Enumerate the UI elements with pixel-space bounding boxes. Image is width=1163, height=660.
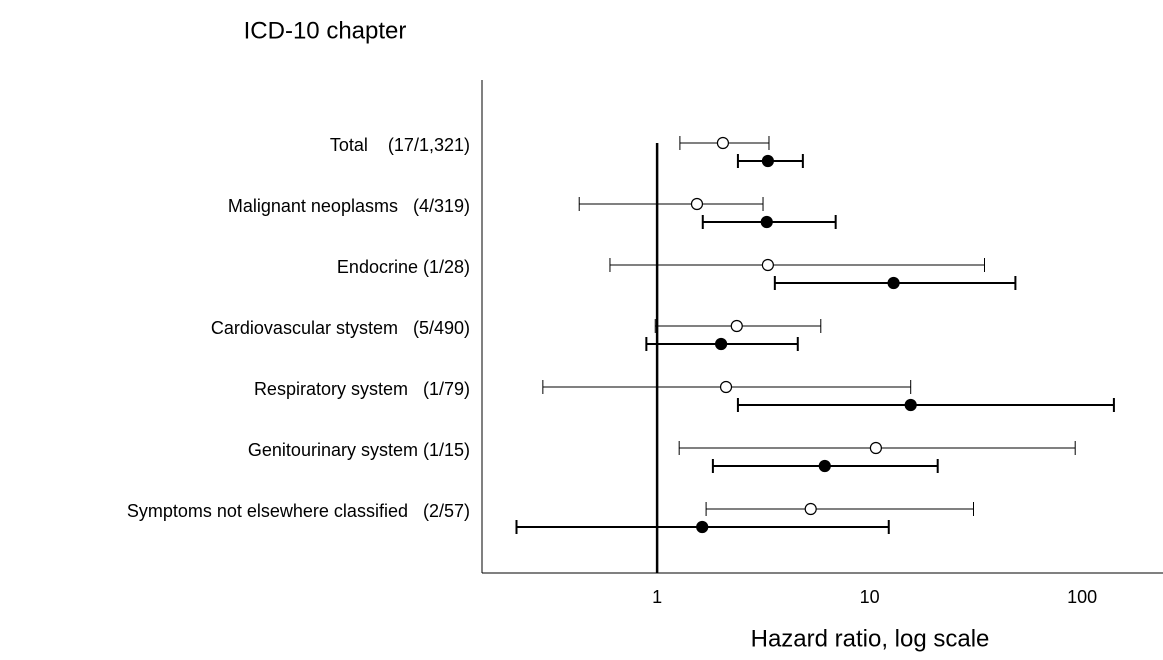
point — [714, 337, 728, 351]
y-tick-label: Respiratory system (1/79) — [254, 379, 470, 399]
point — [761, 154, 774, 168]
point — [818, 459, 831, 473]
y-tick-label: Cardiovascular stystem (5/490) — [211, 318, 470, 338]
point — [730, 319, 743, 333]
x-tick-label: 1 — [652, 587, 662, 607]
point — [904, 398, 917, 412]
x-tick-label: 100 — [1067, 587, 1097, 607]
x-axis-label: Hazard ratio, log scale — [751, 625, 990, 652]
point — [887, 276, 900, 290]
point — [696, 520, 709, 534]
point — [716, 136, 730, 150]
y-tick-label: Malignant neoplasms (4/319) — [228, 196, 470, 216]
point — [690, 197, 704, 211]
point — [760, 215, 773, 229]
point — [869, 441, 882, 455]
chart-title: ICD-10 chapter — [244, 17, 407, 44]
y-tick-label: Endocrine (1/28) — [337, 257, 470, 277]
x-tick-label: 10 — [860, 587, 880, 607]
y-tick-label: Genitourinary system (1/15) — [248, 440, 470, 460]
y-tick-label: Total (17/1,321) — [330, 135, 470, 155]
y-tick-label: Symptoms not elsewhere classified (2/57) — [127, 501, 470, 521]
point — [719, 380, 733, 394]
point — [804, 502, 817, 516]
point — [761, 258, 774, 272]
